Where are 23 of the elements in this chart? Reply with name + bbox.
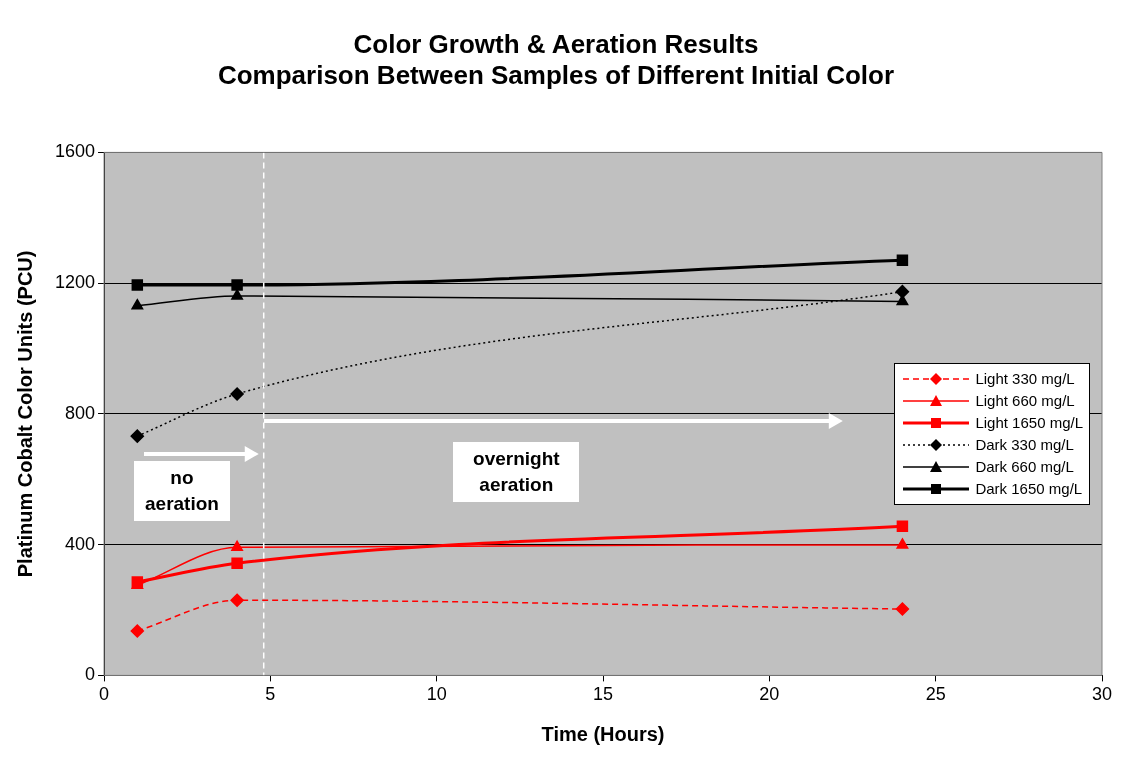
y-tick-label: 400	[65, 533, 96, 554]
x-tick-label: 5	[265, 684, 276, 705]
annotation: overnight aeration	[453, 441, 580, 502]
legend-label: Dark 660 mg/L	[975, 458, 1074, 476]
y-tick-label: 1600	[55, 141, 96, 162]
legend-label: Light 1650 mg/L	[975, 414, 1083, 432]
legend-label: Dark 330 mg/L	[975, 436, 1074, 454]
x-axis-title: Time (Hours)	[541, 722, 665, 745]
chart-title: Color Growth & Aeration Results Comparison Between Samples of Different Initial Color	[217, 28, 895, 90]
legend-label: Dark 1650 mg/L	[975, 480, 1083, 498]
legend-label: Light 330 mg/L	[975, 370, 1075, 388]
legend-label: Light 660 mg/L	[975, 392, 1075, 410]
y-tick-label: 0	[85, 664, 96, 685]
x-tick-label: 15	[593, 684, 614, 705]
x-tick-label: 10	[426, 684, 447, 705]
annotation: no aeration	[133, 460, 230, 521]
y-axis-title: Platinum Cobalt Color Units (PCU)	[13, 250, 36, 578]
x-tick-label: 30	[1091, 684, 1113, 705]
y-tick-label: 800	[65, 402, 96, 423]
y-tick-label: 1200	[55, 272, 96, 293]
x-tick-label: 25	[925, 684, 946, 705]
x-tick-label: 20	[759, 684, 780, 705]
x-tick-label: 0	[99, 684, 110, 705]
